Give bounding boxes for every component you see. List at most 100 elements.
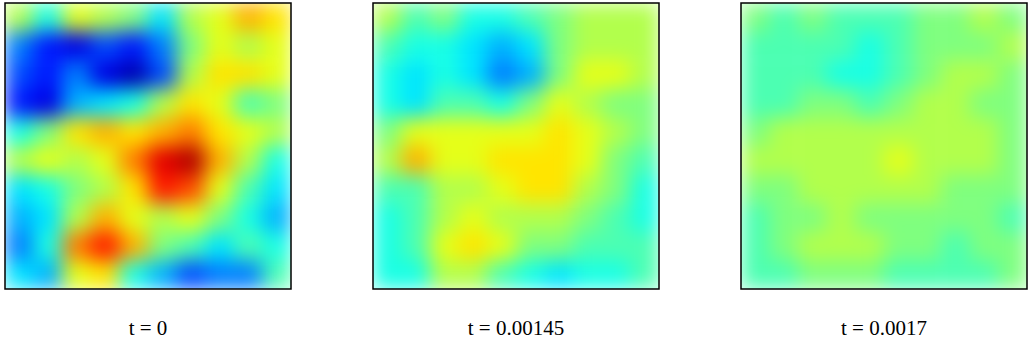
cell	[573, 89, 602, 118]
cell	[430, 232, 459, 261]
cell	[262, 89, 291, 118]
cell	[545, 146, 574, 175]
cell	[798, 89, 827, 118]
cell	[798, 203, 827, 232]
cell	[177, 232, 206, 261]
cell	[770, 175, 799, 204]
cell	[119, 260, 148, 289]
cell	[205, 32, 234, 61]
cell	[34, 32, 63, 61]
figure: t = 0t = 0.00145t = 0.0017	[0, 0, 1035, 358]
cell	[630, 203, 659, 232]
plot-area	[373, 3, 659, 289]
cell	[148, 60, 177, 89]
cell	[459, 260, 488, 289]
cell	[741, 117, 770, 146]
cell	[770, 260, 799, 289]
cell	[148, 89, 177, 118]
cell	[430, 89, 459, 118]
cell	[62, 3, 91, 32]
panel: t = 0.0017	[741, 3, 1028, 340]
cell	[34, 232, 63, 261]
cell	[998, 32, 1027, 61]
cell	[884, 89, 913, 118]
cell	[177, 146, 206, 175]
cell	[573, 260, 602, 289]
cell	[941, 32, 970, 61]
cell	[459, 89, 488, 118]
cell	[91, 175, 120, 204]
cell	[602, 146, 631, 175]
cell	[91, 32, 120, 61]
cell	[545, 89, 574, 118]
cell	[177, 60, 206, 89]
cell	[234, 260, 263, 289]
cell	[262, 60, 291, 89]
cell	[5, 89, 34, 118]
cell	[602, 117, 631, 146]
cell	[402, 203, 431, 232]
cell	[373, 175, 402, 204]
cell	[573, 60, 602, 89]
plot-area	[5, 3, 291, 289]
cell	[205, 260, 234, 289]
cell	[941, 203, 970, 232]
cell	[62, 232, 91, 261]
cell	[373, 117, 402, 146]
cell	[430, 32, 459, 61]
cell	[234, 60, 263, 89]
cell	[970, 89, 999, 118]
cell	[459, 117, 488, 146]
cell	[970, 203, 999, 232]
cell	[970, 117, 999, 146]
panel-title: t = 0.0017	[841, 316, 927, 340]
cell	[827, 146, 856, 175]
cell	[545, 60, 574, 89]
cell	[177, 3, 206, 32]
cell	[798, 175, 827, 204]
cell	[884, 175, 913, 204]
cell	[798, 60, 827, 89]
cell	[884, 117, 913, 146]
cell	[998, 146, 1027, 175]
cell	[602, 203, 631, 232]
cell	[205, 203, 234, 232]
cell	[262, 32, 291, 61]
cell	[998, 89, 1027, 118]
cell	[402, 175, 431, 204]
cell	[402, 232, 431, 261]
cell	[970, 260, 999, 289]
cell	[827, 117, 856, 146]
cell	[573, 117, 602, 146]
cell	[119, 175, 148, 204]
cell	[827, 3, 856, 32]
cell	[119, 32, 148, 61]
cell	[148, 146, 177, 175]
cell	[855, 3, 884, 32]
cell	[119, 117, 148, 146]
cell	[373, 32, 402, 61]
cell	[516, 260, 545, 289]
cell	[91, 117, 120, 146]
cell	[770, 203, 799, 232]
cell	[884, 232, 913, 261]
cell	[798, 260, 827, 289]
cell	[970, 175, 999, 204]
cell	[545, 3, 574, 32]
cell	[459, 60, 488, 89]
cell	[119, 203, 148, 232]
cell	[855, 60, 884, 89]
cell	[602, 232, 631, 261]
cell	[205, 232, 234, 261]
cell	[998, 117, 1027, 146]
cell	[402, 260, 431, 289]
cell	[5, 60, 34, 89]
cell	[798, 3, 827, 32]
cell	[62, 175, 91, 204]
cell	[741, 260, 770, 289]
cell	[487, 232, 516, 261]
cell	[630, 89, 659, 118]
cell	[913, 260, 942, 289]
cell	[827, 175, 856, 204]
cell	[741, 203, 770, 232]
